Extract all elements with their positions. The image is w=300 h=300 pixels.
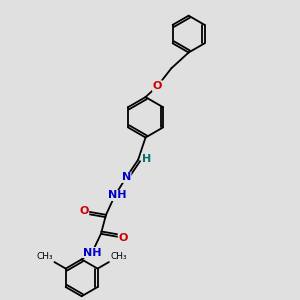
Text: NH: NH — [83, 248, 101, 257]
Text: NH: NH — [83, 248, 101, 257]
Text: O: O — [118, 233, 128, 243]
Text: H: H — [142, 154, 151, 164]
Text: O: O — [79, 206, 89, 216]
Text: CH₃: CH₃ — [110, 252, 127, 261]
Text: NH: NH — [108, 190, 127, 200]
Text: O: O — [153, 81, 162, 91]
Text: O: O — [153, 81, 162, 91]
Text: N: N — [122, 172, 131, 182]
Text: CH₃: CH₃ — [36, 252, 53, 261]
